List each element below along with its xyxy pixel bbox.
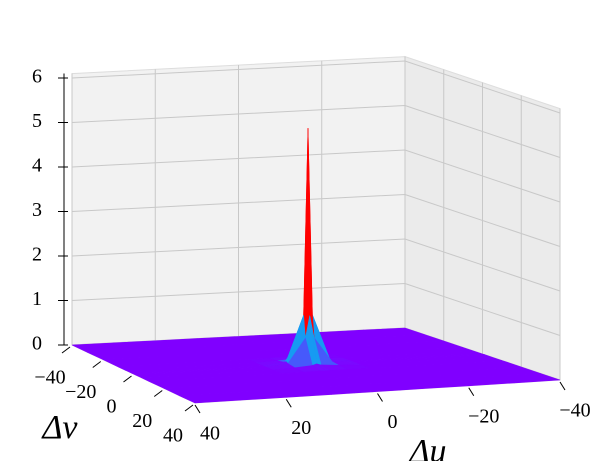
y-tick — [153, 390, 163, 397]
x-tick-label: 0 — [388, 411, 398, 433]
surface-patch — [179, 392, 241, 404]
y-tick-label: 0 — [107, 396, 117, 418]
z-tick-label: 1 — [32, 288, 42, 310]
x-tick — [559, 381, 566, 391]
x-tick-label: −40 — [559, 400, 590, 422]
y-tick — [123, 375, 132, 383]
x-tick — [285, 398, 292, 408]
y-axis-label: Δv — [40, 409, 78, 446]
y-tick — [61, 346, 71, 354]
y-tick-label: 40 — [163, 425, 183, 447]
z-tick-label: 3 — [32, 199, 42, 221]
z-tick-label: 2 — [32, 244, 42, 266]
y-tick — [184, 404, 194, 412]
y-tick-label: −40 — [34, 367, 65, 389]
x-tick-label: −20 — [468, 405, 499, 427]
x-axis-label: Δu — [408, 433, 447, 461]
y-tick-label: 20 — [132, 410, 152, 432]
z-tick-label: 4 — [32, 155, 42, 177]
z-tick-label: 0 — [32, 333, 42, 355]
y-tick-label: −20 — [65, 381, 96, 403]
x-tick — [468, 387, 475, 397]
z-tick-label: 6 — [32, 66, 42, 88]
x-tick-label: 20 — [291, 417, 311, 439]
y-tick — [92, 361, 102, 368]
x-tick — [194, 404, 201, 414]
x-tick — [377, 393, 383, 402]
x-tick-label: 40 — [200, 423, 220, 445]
z-tick-label: 5 — [32, 110, 42, 132]
